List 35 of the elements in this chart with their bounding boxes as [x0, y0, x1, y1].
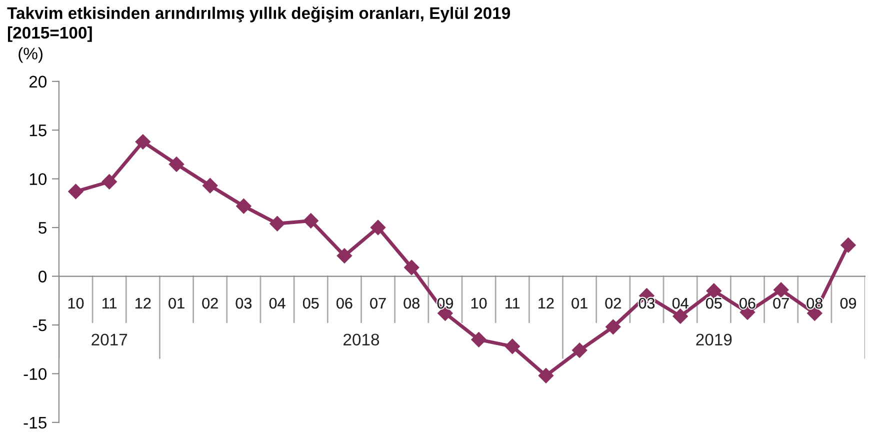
- x-tick-label: 01: [572, 298, 588, 309]
- x-tick-label: 11: [102, 298, 117, 309]
- x-tick-label: 10: [68, 298, 84, 309]
- annotation: 2018: [344, 334, 380, 346]
- x-tick-label: 05: [302, 298, 319, 309]
- x-tick-label: 04: [269, 298, 286, 309]
- y-tick-label: 0: [38, 270, 47, 282]
- x-tick-label: 04: [672, 298, 688, 309]
- y-tick-label: 20: [29, 76, 47, 88]
- x-tick-label: 03: [236, 298, 252, 309]
- annotation: 2019: [696, 334, 732, 346]
- x-tick-label: 11: [506, 298, 520, 309]
- y-tick-label: -15: [24, 416, 46, 429]
- y-tick-label: -10: [24, 368, 47, 380]
- x-tick-label: 08: [404, 298, 420, 309]
- x-tick-label: 07: [773, 298, 789, 309]
- x-tick-label: 12: [136, 298, 151, 309]
- y-tick-label: 10: [30, 173, 47, 186]
- x-tick-label: 10: [471, 298, 487, 309]
- x-tick-label: 06: [740, 298, 756, 309]
- chart-subtitle: [2015=100]: [8, 26, 92, 42]
- y-tick-label: 15: [30, 124, 46, 136]
- y-tick-label: -5: [33, 320, 46, 332]
- x-tick-label: 09: [840, 298, 856, 309]
- y-axis-title: (%): [18, 47, 42, 63]
- x-tick-label: 06: [336, 298, 352, 309]
- x-tick-label: 07: [370, 298, 386, 309]
- y-tick-label: 5: [38, 222, 46, 234]
- annotation: 2017: [92, 334, 128, 346]
- x-tick-label: 02: [605, 298, 621, 309]
- x-tick-label: 05: [706, 298, 722, 309]
- x-tick-label: 01: [168, 298, 184, 309]
- x-tick-label: 02: [202, 298, 218, 309]
- x-tick-label: 12: [538, 298, 554, 309]
- chart-title: Takvim etkisinden arındırılmış yıllık değişim oranları, Eylül 2019: [7, 6, 510, 22]
